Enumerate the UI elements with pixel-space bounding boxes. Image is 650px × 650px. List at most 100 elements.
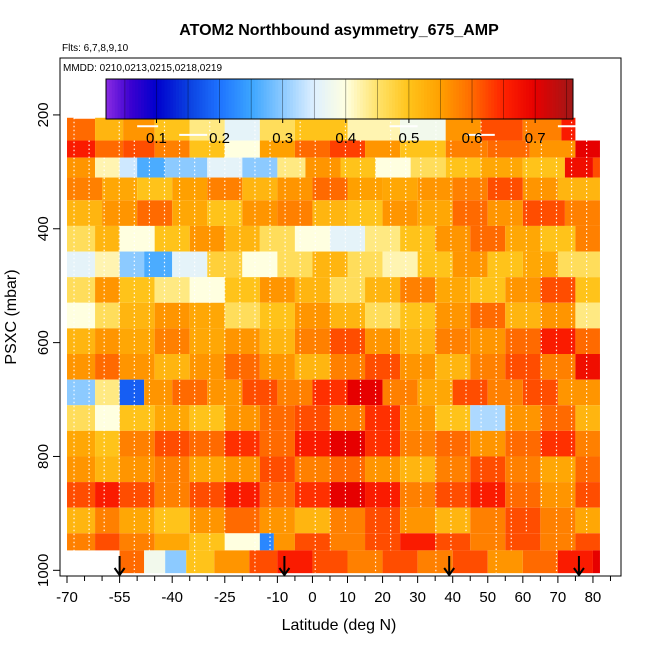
- colorbar-swatch: [409, 79, 413, 119]
- heat-cell: [435, 507, 471, 534]
- colorbar-swatch: [292, 79, 297, 119]
- colorbar-swatch: [336, 79, 340, 119]
- heat-cell: [67, 117, 96, 141]
- heat-cell: [119, 550, 145, 574]
- heat-cell: [67, 200, 103, 226]
- colorbar-swatch: [155, 79, 159, 119]
- colorbar-swatch: [511, 79, 516, 119]
- heat-cell: [102, 177, 138, 201]
- heat-cell: [400, 482, 436, 508]
- heat-cell: [470, 430, 506, 457]
- heat-cell: [249, 550, 278, 574]
- colorbar-swatch: [161, 79, 165, 119]
- colorbar-swatch: [319, 79, 323, 119]
- heat-cell: [540, 456, 576, 483]
- heat-cell: [189, 533, 225, 551]
- heat-cell: [329, 354, 366, 380]
- x-tick-label: -70: [56, 589, 78, 606]
- heat-cell: [382, 200, 418, 226]
- heat-cell: [557, 177, 600, 201]
- heat-cell: [365, 507, 401, 534]
- heat-cell: [154, 140, 190, 158]
- heat-cell: [557, 379, 600, 406]
- heat-cell: [505, 533, 541, 551]
- heat-cell: [189, 482, 225, 508]
- colorbar-swatch: [111, 79, 116, 119]
- heat-cell: [540, 328, 576, 354]
- heat-cell: [470, 225, 506, 252]
- heat-cell: [505, 328, 541, 354]
- heat-cell: [172, 200, 208, 226]
- heat-cell: [224, 277, 260, 303]
- heat-cell: [400, 225, 436, 252]
- heat-cell: [95, 405, 120, 431]
- heat-cell: [95, 251, 120, 278]
- colorbar-swatch: [558, 79, 562, 119]
- heat-cell: [487, 177, 523, 201]
- heat-cell: [189, 225, 225, 252]
- heat-cell: [189, 328, 225, 354]
- heat-cell: [470, 405, 506, 431]
- heat-cell: [540, 482, 576, 508]
- colorbar-swatch: [517, 79, 521, 119]
- heat-cell: [259, 117, 295, 141]
- x-tick-label: 60: [514, 589, 531, 606]
- heat-cell: [259, 225, 295, 252]
- colorbar-swatch: [310, 79, 314, 119]
- colorbar-swatch: [432, 79, 437, 119]
- colorbar-swatch: [491, 79, 495, 119]
- heat-cell: [95, 302, 120, 329]
- heat-cell: [154, 328, 190, 354]
- heat-cell: [154, 533, 190, 551]
- heat-cell: [452, 200, 488, 226]
- heat-cell: [259, 277, 295, 303]
- heat-cell: [540, 302, 576, 329]
- heat-cell: [154, 302, 190, 329]
- colorbar-swatch: [243, 79, 247, 119]
- heat-cell: [137, 157, 166, 178]
- heat-cell: [95, 157, 120, 178]
- heat-cell: [277, 157, 306, 178]
- y-axis-label: PSXC (mbar): [3, 269, 20, 364]
- x-tick-label: -10: [267, 589, 289, 606]
- colorbar-swatch: [374, 79, 378, 119]
- colorbar-swatch: [205, 79, 209, 119]
- heat-cell: [382, 550, 418, 574]
- heat-cell: [165, 550, 187, 574]
- colorbar-frame: [105, 78, 574, 120]
- heat-cell: [540, 405, 576, 431]
- heat-cell: [540, 277, 576, 303]
- heat-cell: [452, 550, 488, 574]
- heat-cell: [340, 157, 376, 178]
- heat-cell: [95, 533, 120, 551]
- x-tick-label: 10: [339, 589, 356, 606]
- colorbar-swatch: [473, 79, 478, 119]
- heat-cell: [67, 225, 96, 252]
- heat-cell: [522, 117, 562, 141]
- heat-cell: [365, 328, 401, 354]
- heat-cell: [575, 277, 600, 303]
- heat-cell: [154, 456, 190, 483]
- marker-arrow: [573, 556, 585, 577]
- heat-cell: [522, 550, 558, 574]
- colorbar-swatch: [327, 79, 332, 119]
- heat-cell: [214, 550, 250, 574]
- heat-cell: [400, 533, 436, 551]
- heat-cell: [189, 354, 225, 380]
- colorbar-swatch: [429, 79, 434, 119]
- heat-cell: [67, 482, 96, 508]
- heat-cell: [119, 251, 145, 278]
- heat-cell: [435, 533, 471, 551]
- heat-cell: [480, 117, 523, 141]
- heat-cell: [67, 405, 96, 431]
- heat-cell: [189, 277, 225, 303]
- x-tick-label: 30: [409, 589, 426, 606]
- colorbar-swatch: [351, 79, 355, 119]
- heat-cell: [470, 456, 506, 483]
- heat-cell: [224, 533, 260, 551]
- heat-cell: [505, 354, 541, 380]
- colorbar-swatch: [246, 79, 250, 119]
- heat-cell: [95, 225, 120, 252]
- heat-cell: [505, 507, 541, 534]
- heat-cell: [470, 328, 506, 354]
